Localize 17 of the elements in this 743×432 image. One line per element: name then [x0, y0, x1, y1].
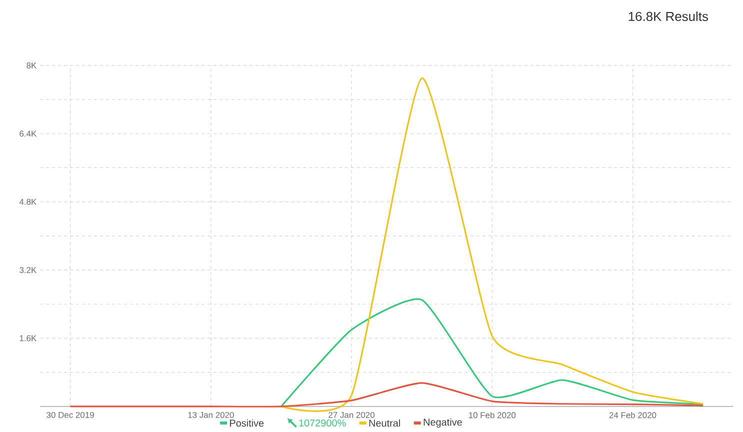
x-tick-label: 10 Feb 2020 — [469, 412, 516, 418]
y-tick-label: 1.6K — [20, 335, 37, 342]
x-tick-label: 27 Jan 2020 — [328, 412, 374, 418]
y-tick-label: 3.2K — [20, 267, 37, 274]
chart-title: 16.8K Results — [628, 12, 708, 22]
legend-label: Positive — [230, 419, 264, 427]
legend-label: Negative — [424, 418, 462, 428]
x-tick-label: 24 Feb 2020 — [609, 412, 656, 418]
line-series — [70, 382, 704, 408]
y-tick-label: 4.8K — [19, 198, 37, 205]
y-tick-label: 8K — [26, 62, 37, 68]
line-series — [280, 298, 704, 408]
text: 1072900% — [299, 419, 346, 427]
x-tick-label: 30 Dec 2019 — [46, 412, 94, 418]
y-tick-label: 6.4K — [20, 130, 37, 137]
x-tick-label: 13 Jan 2020 — [188, 412, 234, 418]
legend-label: Neutral — [369, 419, 400, 427]
